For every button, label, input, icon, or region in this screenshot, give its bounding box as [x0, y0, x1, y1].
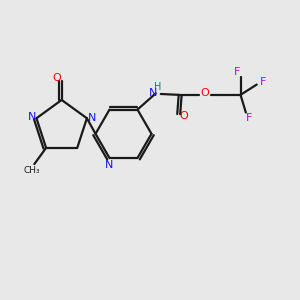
- Text: N: N: [87, 113, 96, 123]
- Text: N: N: [105, 160, 114, 170]
- Text: F: F: [234, 67, 240, 77]
- Text: O: O: [179, 111, 188, 122]
- Text: F: F: [260, 77, 266, 87]
- Text: N: N: [28, 112, 36, 122]
- Text: N: N: [148, 88, 157, 98]
- Text: O: O: [201, 88, 210, 98]
- Text: H: H: [154, 82, 161, 92]
- Text: CH₃: CH₃: [23, 166, 40, 175]
- Text: F: F: [246, 113, 252, 123]
- Text: O: O: [52, 74, 61, 83]
